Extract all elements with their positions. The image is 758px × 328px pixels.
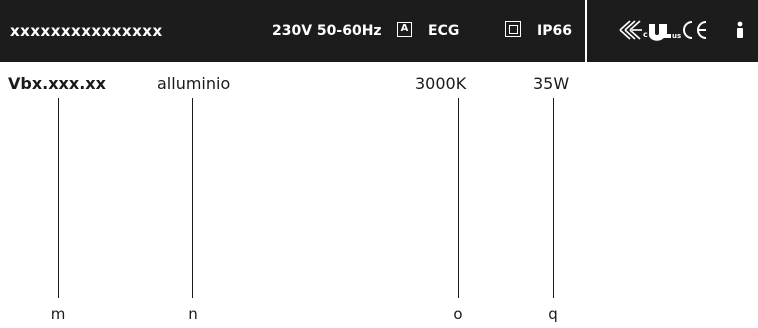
leader-line-q (553, 98, 554, 298)
svg-text:us: us (672, 32, 681, 40)
key-letter-n: n (188, 305, 198, 323)
leader-line-n (192, 98, 193, 298)
leader-line-o (458, 98, 459, 298)
voltage-label: 230V 50-60Hz (272, 23, 382, 39)
ip-rating-label: IP66 (537, 23, 572, 39)
driver-label: ECG (428, 23, 460, 39)
field-product-code: Vbx.xxx.xx (8, 74, 106, 93)
ul-listed-icon: c us (643, 24, 681, 41)
enec-icon (619, 20, 642, 40)
leader-line-m (58, 98, 59, 298)
svg-text:c: c (643, 30, 648, 39)
class-ii-icon (505, 21, 521, 37)
key-letter-m: m (50, 305, 66, 323)
field-material: alluminio (157, 74, 231, 93)
header-divider (585, 0, 587, 62)
info-icon (735, 21, 745, 43)
header-bar: xxxxxxxxxxxxxxx 230V 50-60Hz A ECG IP66 … (0, 0, 758, 62)
ce-mark-icon (683, 21, 707, 39)
key-letter-q: q (548, 305, 558, 323)
certification-marks-icon: c us (618, 16, 722, 48)
product-code: xxxxxxxxxxxxxxx (10, 22, 163, 40)
field-power: 35W (533, 74, 570, 93)
key-letter-o: o (453, 305, 463, 323)
field-color-temperature: 3000K (415, 74, 467, 93)
energy-class-icon: A (397, 22, 412, 37)
